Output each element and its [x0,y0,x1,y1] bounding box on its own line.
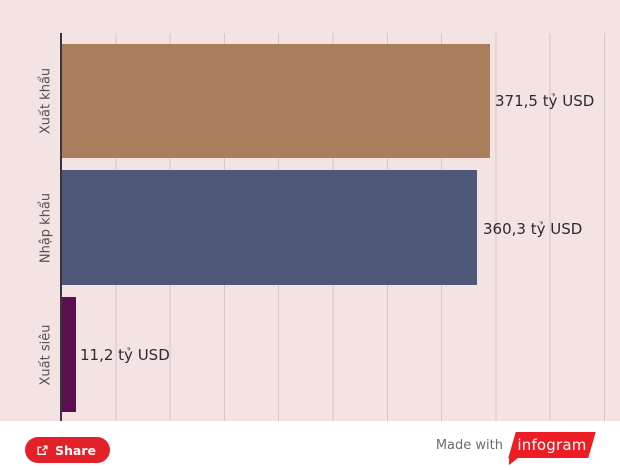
infogram-logo[interactable]: infogram [508,432,596,465]
value-label-xuat-khau: 371,5 tỷ USD [495,92,595,110]
infogram-logo-tail [509,455,522,465]
chart-area: 371,5 tỷ USD 360,3 tỷ USD 11,2 tỷ USD Xu… [0,0,620,421]
footer-bar: Share Made with infogram [0,421,620,470]
bar-xuat-sieu[interactable] [62,297,76,412]
bar-xuat-khau[interactable] [62,44,490,158]
share-icon [36,444,49,457]
category-label-xuat-khau: Xuất khẩu [38,67,54,135]
share-button[interactable]: Share [25,437,110,463]
category-label-nhap-khau: Nhập khẩu [38,192,54,264]
bar-nhap-khau[interactable] [62,170,477,285]
infogram-credit: Made with infogram [435,432,596,465]
value-label-xuat-sieu: 11,2 tỷ USD [80,346,170,364]
infogram-logo-text: infogram [517,436,587,454]
y-axis-line [60,33,62,421]
category-label-xuat-sieu: Xuất siêu [38,324,54,386]
value-label-nhap-khau: 360,3 tỷ USD [483,220,583,238]
share-button-label: Share [55,442,96,458]
made-with-text: Made with [435,437,503,453]
